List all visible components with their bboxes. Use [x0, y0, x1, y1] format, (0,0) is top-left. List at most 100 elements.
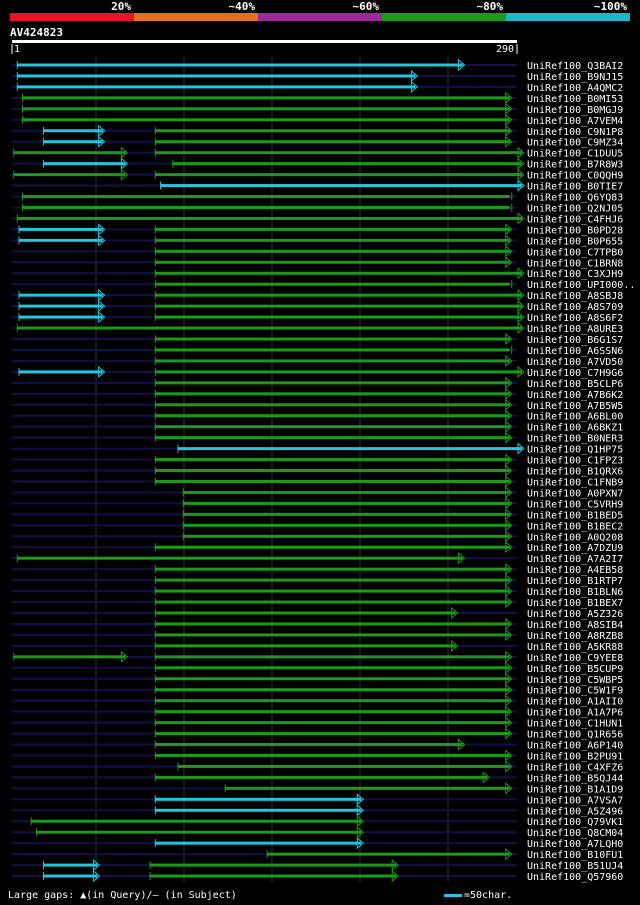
hit-segment	[22, 118, 510, 122]
hit-segment	[17, 216, 522, 220]
hit-arrow	[92, 859, 101, 872]
hit-segment	[17, 74, 416, 78]
hit-arrow	[505, 453, 513, 466]
hit-segment	[155, 841, 362, 845]
hit-segment	[155, 721, 510, 725]
hit-arrow	[505, 749, 513, 762]
hit-arrow	[505, 650, 513, 663]
hit-arrow	[98, 311, 106, 324]
hit-segment	[155, 140, 510, 144]
hit-segment	[155, 622, 510, 626]
hit-label: UniRef100_C9YEE8	[527, 653, 623, 664]
hit-label: UniRef100_B0MGJ9	[527, 105, 623, 116]
hit-label: UniRef100_C1FNB9	[527, 477, 623, 488]
hit-label: UniRef100_B0MI53	[527, 94, 623, 105]
hit-label: UniRef100_A4QMC2	[527, 83, 623, 94]
hit-label: UniRef100_A8SBJ8	[527, 291, 623, 302]
hit-arrow	[517, 311, 525, 324]
hit-label: UniRef100_A6BKZ1	[527, 423, 623, 434]
hit-arrow	[517, 300, 525, 313]
hit-segment	[155, 359, 510, 363]
hit-arrow	[505, 716, 513, 729]
hit-segment	[267, 852, 510, 856]
hit-segment	[155, 381, 510, 385]
hit-segment	[155, 710, 510, 714]
hit-segment	[17, 326, 522, 330]
hit-label: UniRef100_B2PU91	[527, 751, 623, 762]
identity-legend-label: ~60%	[353, 0, 380, 13]
hit-segment	[13, 173, 126, 177]
hit-label: UniRef100_B5CLP6	[527, 379, 623, 390]
hit-label: UniRef100_A1AII0	[527, 697, 623, 708]
hit-arrow	[505, 595, 513, 609]
hit-arrow	[505, 574, 513, 587]
hit-arrow	[120, 146, 129, 159]
hit-label: UniRef100_B1A1D9	[527, 784, 623, 795]
hit-label: UniRef100_B7R8W3	[527, 160, 623, 171]
hit-arrow	[505, 376, 513, 389]
hit-arrow	[517, 321, 525, 335]
hit-segment	[155, 348, 510, 352]
hit-label: UniRef100_A1A7P6	[527, 708, 623, 719]
hit-arrow	[505, 420, 513, 433]
hit-label: UniRef100_C7TPB0	[527, 247, 623, 258]
hit-arrow	[98, 234, 106, 247]
hit-segment	[155, 260, 510, 264]
hit-arrow	[356, 815, 365, 828]
hit-segment	[183, 523, 510, 527]
hit-arrow	[391, 859, 399, 872]
hit-segment	[155, 677, 510, 681]
hit-label: UniRef100_Q57960	[527, 872, 623, 883]
hit-label: UniRef100_C1HUN1	[527, 719, 623, 730]
hit-segment	[155, 753, 510, 757]
hit-arrow	[98, 300, 106, 313]
query-title: AV424823	[10, 26, 63, 39]
hit-arrow	[356, 804, 365, 817]
hit-label: UniRef100_B1BED5	[527, 510, 623, 521]
hit-arrow	[505, 135, 513, 148]
hit-label: UniRef100_C0QQH9	[527, 171, 623, 182]
hit-segment	[150, 874, 397, 878]
hit-segment	[155, 479, 510, 483]
hit-arrow	[517, 157, 525, 170]
hit-segment	[22, 96, 510, 100]
hit-label: UniRef100_B6G1S7	[527, 335, 623, 346]
hit-arrow	[505, 848, 513, 861]
hit-label: UniRef100_A7DZU9	[527, 543, 623, 554]
hit-label: UniRef100_B9NJ15	[527, 72, 623, 83]
hit-label: UniRef100_B0P655	[527, 236, 623, 247]
hit-arrow	[356, 837, 365, 850]
hit-segment	[155, 129, 510, 133]
hit-label: UniRef100_B5CUP9	[527, 664, 623, 675]
hit-arrow	[98, 223, 106, 236]
hit-segment	[155, 282, 510, 286]
hit-label: UniRef100_A0Q208	[527, 532, 623, 543]
hit-segment	[155, 644, 456, 648]
hit-arrow	[505, 332, 513, 346]
hit-arrow	[505, 431, 513, 444]
hit-segment	[155, 414, 510, 418]
hit-segment	[13, 151, 126, 155]
hit-label: UniRef100_A7A2I7	[527, 554, 623, 565]
hit-arrow	[505, 398, 513, 411]
hit-segment	[155, 370, 522, 374]
hit-label: UniRef100_C5WBP5	[527, 675, 623, 686]
hit-label: UniRef100_A7B5W5	[527, 401, 623, 412]
hit-segment	[43, 129, 103, 133]
hit-segment	[160, 184, 522, 188]
hit-label: UniRef100_A5Z496	[527, 806, 623, 817]
hit-arrow	[517, 168, 525, 181]
hit-arrow	[505, 782, 513, 795]
hit-segment	[178, 764, 510, 768]
identity-legend-label: 20%	[111, 0, 131, 13]
hit-arrow	[120, 168, 129, 181]
hit-segment	[178, 447, 522, 451]
hit-label: UniRef100_B0NER3	[527, 434, 623, 445]
scale-legend: =50char.	[444, 890, 512, 901]
hit-segment	[18, 238, 103, 242]
scale-bar-icon	[444, 893, 462, 897]
hit-label: UniRef100_C4FHJ6	[527, 214, 623, 225]
hit-label: UniRef100_A7VSA7	[527, 795, 623, 806]
identity-legend-segment	[506, 13, 630, 21]
